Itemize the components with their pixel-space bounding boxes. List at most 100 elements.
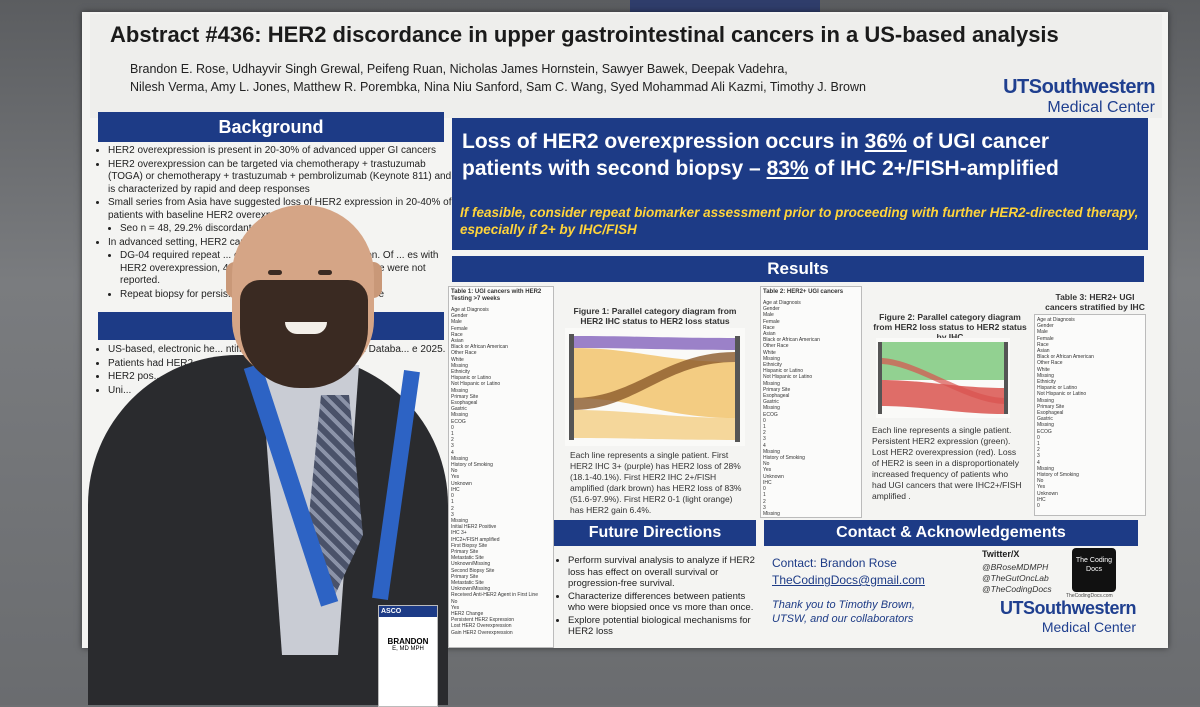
table-row: History of Smoking	[763, 455, 805, 462]
table-row: 3	[451, 511, 454, 518]
person-beard	[240, 280, 368, 388]
person-smile	[285, 322, 327, 334]
logo-ut-text: UTSouthwestern	[1003, 76, 1155, 98]
table-row: Asian	[763, 331, 776, 338]
figure-2-parallel-diagram	[876, 338, 1010, 418]
key-pct-83: 83%	[766, 157, 809, 180]
poster-authors: Brandon E. Rose, Udhayvir Singh Grewal, …	[130, 60, 970, 96]
table-row: Missing	[763, 405, 780, 412]
table-row: Unknown/Missing	[451, 561, 491, 568]
table-3: Age at Diagnosis Gender Male Female Race Asia…	[1034, 314, 1146, 516]
table-row: Received Anti-HER2 Agent in First Line	[451, 592, 538, 599]
table-row: Gastric	[451, 406, 467, 413]
table-row: Male	[763, 312, 774, 319]
table-row: Other Race	[763, 343, 789, 350]
table-row: Female	[763, 318, 780, 325]
badge-name: BRANDON	[387, 637, 429, 646]
table-row: IHC 3+	[451, 530, 467, 537]
table-row: Esophageal	[1037, 410, 1064, 417]
table-row: No	[451, 468, 458, 475]
table-row: Missing	[1037, 397, 1054, 404]
table-row: 3	[763, 504, 766, 511]
table-row: No	[763, 461, 770, 468]
twitter-handle[interactable]: @TheGutOncLab	[982, 573, 1049, 583]
person-eye-left	[268, 270, 282, 275]
table-row: No	[451, 598, 458, 605]
authors-line-2: Nilesh Verma, Amy L. Jones, Matthew R. P…	[130, 80, 866, 94]
table-row: Gastric	[763, 399, 779, 406]
table-2-rows: Age at Diagnosis Gender Male Female Race Asia…	[761, 298, 861, 518]
table-row: 0	[451, 493, 454, 500]
table-row: ECOG	[451, 418, 466, 425]
utsw-logo-top: UTSouthwestern Medical Center	[960, 76, 1155, 117]
contact-header: Contact & Acknowledgements	[764, 520, 1138, 546]
table-row: Missing	[763, 448, 780, 455]
twitter-handle[interactable]: @TheCodingDocs	[982, 584, 1052, 594]
table-row: Hispanic or Latino	[451, 375, 492, 382]
table-row: Ethnicity	[451, 369, 470, 376]
table-row: Gain HER2 Overexpression	[451, 629, 513, 636]
table-row: Primary Site	[451, 548, 479, 555]
utsw-logo-bottom: UTSouthwestern Medical Center	[956, 598, 1137, 635]
poster-title-band	[90, 14, 1162, 118]
table-row: Yes	[451, 604, 460, 611]
table-row: Second Biopsy Site	[451, 567, 495, 574]
table-row: First Biopsy Site	[451, 542, 488, 549]
table-row: IHC	[451, 486, 460, 493]
table-row: 2	[763, 430, 766, 437]
logo-mc-text: Medical Center	[1047, 99, 1155, 116]
table-row: History of Smoking	[451, 462, 493, 469]
table-row: Missing	[451, 387, 468, 394]
table-row: IHC2+/FISH amplified	[451, 536, 500, 543]
person-eye-right	[318, 270, 332, 275]
bullet: Uni...	[108, 385, 453, 398]
table-row: 0	[1037, 503, 1040, 510]
table-row: Unknown	[451, 480, 472, 487]
table-row: ECOG	[763, 411, 778, 418]
table-row: Gender	[763, 306, 780, 313]
table-row: Initial HER2 Positive	[763, 517, 859, 518]
table-row: Primary Site	[1037, 403, 1065, 410]
table-row: 0	[1037, 434, 1040, 441]
table-3-rows: Age at Diagnosis Gender Male Female Race Asia…	[1035, 315, 1145, 511]
table-row: White	[763, 349, 776, 356]
poster-title: Abstract #436: HER2 discordance in upper…	[110, 22, 1059, 47]
table-row: IHC	[763, 479, 772, 486]
contact-email[interactable]: TheCodingDocs@gmail.com	[772, 573, 925, 587]
bullet: Perform survival analysis to analyze if …	[568, 555, 764, 590]
table-row: Missing	[451, 517, 468, 524]
table-row: Missing	[451, 412, 468, 419]
table-row: Not Hispanic or Latino	[451, 381, 501, 388]
table-row: 1	[451, 499, 454, 506]
table-row: Unknown	[1037, 490, 1058, 497]
key-finding-recommendation: If feasible, consider repeat biomarker a…	[460, 205, 1139, 237]
twitter-handle[interactable]: @BRoseMDMPH	[982, 562, 1049, 572]
figure-1-parallel-diagram	[565, 328, 745, 446]
table-row: Esophageal	[451, 400, 478, 407]
figure-2-caption: Figure 2: Parallel category diagram from…	[873, 312, 1027, 342]
key-line-2: patients with second biopsy – 83% of IHC…	[462, 157, 1059, 180]
logo-ut-text: UTSouthwestern	[999, 598, 1137, 618]
table-row: 2	[451, 437, 454, 444]
table-row: IHC	[1037, 496, 1046, 503]
key-finding-box	[452, 118, 1148, 250]
table-row: Metastatic Site	[451, 555, 484, 562]
table-row: Missing	[763, 355, 780, 362]
table-row: Age at Diagnosis	[1037, 317, 1075, 323]
table-row: Gender	[1037, 323, 1054, 330]
table-row: 1	[763, 424, 766, 431]
table-row: Missing	[1037, 422, 1054, 429]
table-row: Metastatic Site	[451, 579, 484, 586]
future-directions-bullets: Perform survival analysis to analyze if …	[556, 555, 764, 639]
authors-line-1: Brandon E. Rose, Udhayvir Singh Grewal, …	[130, 62, 788, 76]
table-row: Yes	[451, 474, 460, 481]
twitter-handles: @BRoseMDMPH @TheGutOncLab @TheCodingDocs	[982, 562, 1052, 595]
table-row: Other Race	[451, 350, 477, 357]
figure-1-caption: Figure 1: Parallel category diagram from…	[573, 306, 737, 326]
table-1-rows: Age at Diagnosis Gender Male Female Race Asia…	[449, 305, 553, 638]
table-row: Not Hispanic or Latino	[1037, 391, 1087, 398]
bullet: Small series from Asia have suggested lo…	[108, 197, 453, 222]
bullet: HER2 pos...	[108, 371, 453, 384]
table-row: White	[451, 356, 464, 363]
table-row: 1	[451, 431, 454, 438]
